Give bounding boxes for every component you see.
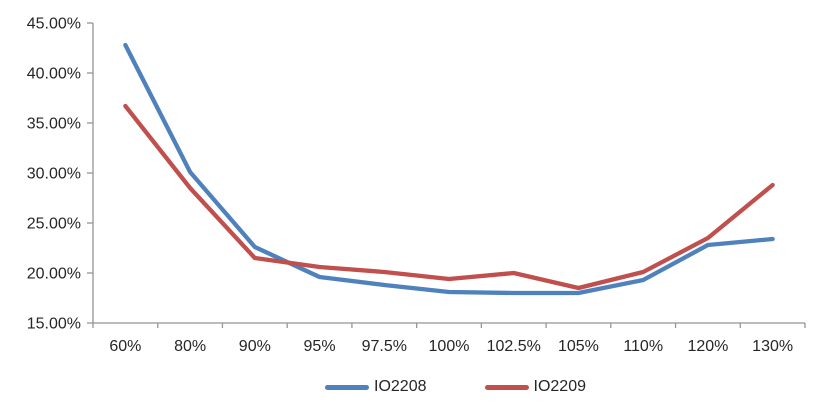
y-axis-tick-label: 20.00% <box>27 266 81 283</box>
x-axis-tick-label: 102.5% <box>487 338 541 355</box>
y-axis-tick-label: 15.00% <box>27 316 81 333</box>
legend-label-io2208: IO2208 <box>374 378 427 395</box>
chart-legend: IO2208 IO2209 <box>42 379 827 395</box>
legend-item-io2209: IO2209 <box>484 378 586 395</box>
x-axis-tick-label: 120% <box>687 338 728 355</box>
x-axis-tick-label: 105% <box>558 338 599 355</box>
x-axis-tick-label: 110% <box>623 338 663 355</box>
series-line-io2208 <box>123 42 775 296</box>
legend-label-io2209: IO2209 <box>533 378 586 395</box>
series-line-io2209 <box>123 103 775 291</box>
x-axis-tick-label: 130% <box>752 338 793 355</box>
y-axis-tick-label: 45.00% <box>27 16 81 33</box>
x-axis-tick-label: 95% <box>304 338 336 355</box>
x-axis-tick-label: 60% <box>109 338 141 355</box>
x-axis-tick-label: 80% <box>174 338 206 355</box>
x-axis-tick-label: 100% <box>429 338 470 355</box>
legend-line-swatch-io2209 <box>484 384 529 390</box>
x-axis-tick-label: 97.5% <box>362 338 407 355</box>
legend-line-swatch-io2208 <box>325 384 370 390</box>
y-axis-tick-label: 25.00% <box>27 216 81 233</box>
y-axis-tick-label: 30.00% <box>27 166 81 183</box>
y-axis-tick-label: 40.00% <box>27 66 81 83</box>
y-axis-tick-label: 35.00% <box>27 116 81 133</box>
x-axis-tick-label: 90% <box>239 338 271 355</box>
legend-item-io2208: IO2208 <box>325 378 427 395</box>
